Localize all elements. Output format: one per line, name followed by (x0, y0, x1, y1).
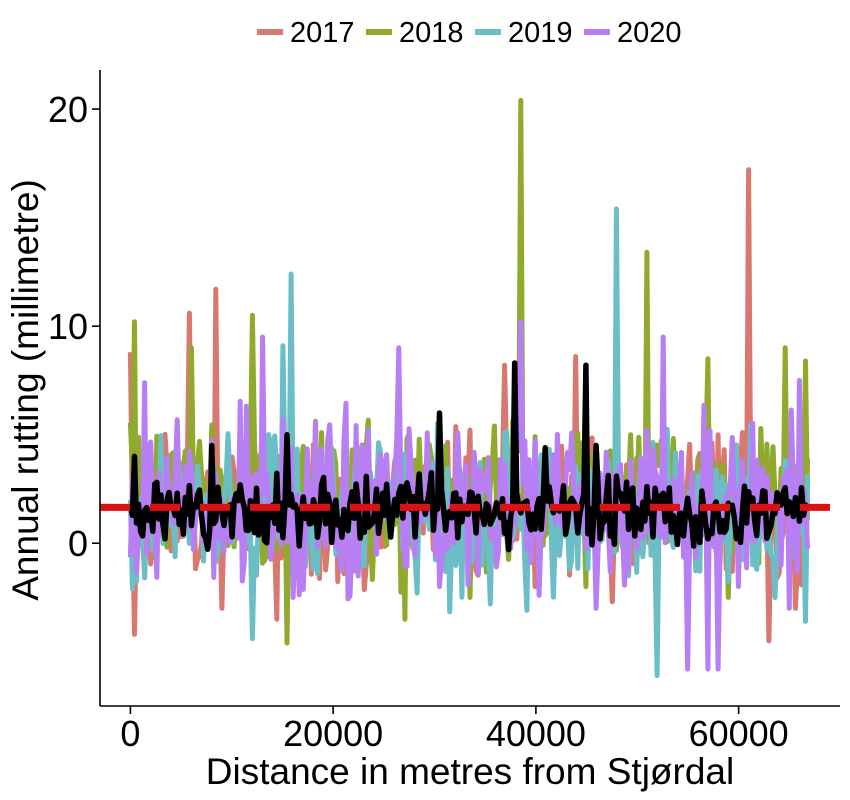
legend-label-2018: 2018 (399, 17, 464, 49)
x-axis-title: Distance in metres from Stjørdal (206, 751, 734, 792)
y-tick-label: 20 (48, 89, 88, 130)
x-tick-label: 60000 (689, 713, 789, 754)
y-tick-label: 10 (48, 306, 88, 347)
y-tick-label: 0 (68, 523, 88, 564)
x-tick-label: 20000 (283, 713, 383, 754)
legend-label-2020: 2020 (617, 17, 682, 49)
series-line-mean (127, 360, 811, 553)
x-tick-label: 40000 (486, 713, 586, 754)
y-axis-title: Annual rutting (millimetre) (5, 179, 46, 601)
legend-label-2017: 2017 (290, 17, 355, 49)
legend-label-2019: 2019 (508, 17, 573, 49)
legend: 2017 2018 2019 2020 (257, 17, 682, 49)
x-tick-label: 0 (120, 713, 140, 754)
tick-layer: 0 20000 40000 60000 0 10 20 (48, 89, 789, 754)
series-layer (127, 97, 811, 679)
